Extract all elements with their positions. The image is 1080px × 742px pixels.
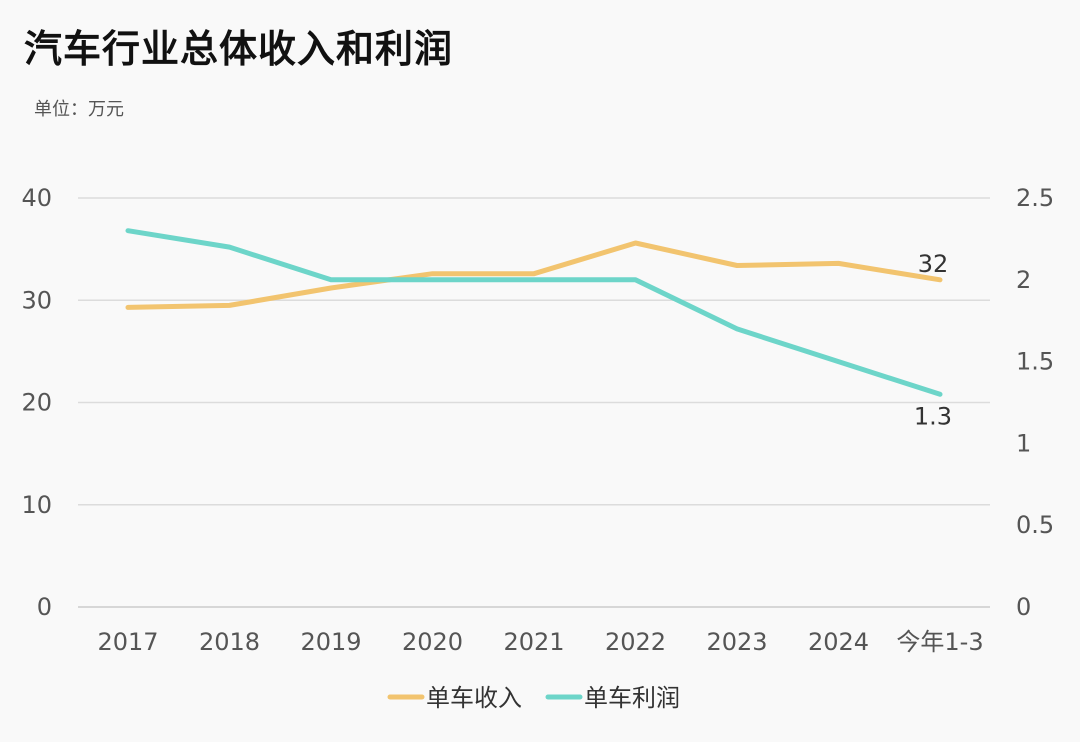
legend-label: 单车收入: [426, 684, 522, 712]
left-axis-ticks: 0 10 20 30 40: [21, 184, 52, 621]
x-tick-label: 今年1-3: [896, 628, 983, 656]
legend-label: 单车利润: [584, 684, 680, 712]
grid-lines: [78, 197, 990, 608]
right-tick-label: 1: [1016, 429, 1031, 457]
x-tick-label: 2017: [97, 628, 158, 656]
x-tick-label: 2022: [605, 628, 666, 656]
series-lines: [125, 228, 943, 397]
series-line-1: [125, 228, 943, 397]
x-tick-label: 2020: [402, 628, 463, 656]
right-tick-label: 1.5: [1016, 348, 1054, 376]
x-tick-label: 2018: [199, 628, 260, 656]
right-axis-ticks: 0 0.5 1 1.5 2 2.5: [1016, 184, 1054, 621]
chart-title: 汽车行业总体收入和利润: [24, 27, 454, 71]
x-tick-label: 2019: [300, 628, 361, 656]
left-tick-label: 20: [21, 389, 52, 417]
right-tick-label: 0.5: [1016, 511, 1054, 539]
end-data-label: 1.3: [914, 402, 952, 430]
left-tick-label: 10: [21, 491, 52, 519]
data-labels: 321.3: [914, 250, 952, 431]
left-tick-label: 0: [37, 593, 52, 621]
series-line-0: [125, 240, 943, 310]
right-tick-label: 2.5: [1016, 184, 1054, 212]
x-tick-label: 2023: [706, 628, 767, 656]
legend: 单车收入 单车利润: [387, 684, 680, 712]
x-tick-label: 2024: [808, 628, 869, 656]
left-tick-label: 40: [21, 184, 52, 212]
right-tick-label: 0: [1016, 593, 1031, 621]
right-tick-label: 2: [1016, 266, 1031, 294]
end-data-label: 32: [918, 250, 949, 278]
x-tick-label: 2021: [503, 628, 564, 656]
unit-label: 单位：万元: [34, 99, 124, 120]
left-tick-label: 30: [21, 286, 52, 314]
x-axis-ticks: 2017 2018 2019 2020 2021 2022 2023 2024 今年1-3: [97, 628, 983, 656]
